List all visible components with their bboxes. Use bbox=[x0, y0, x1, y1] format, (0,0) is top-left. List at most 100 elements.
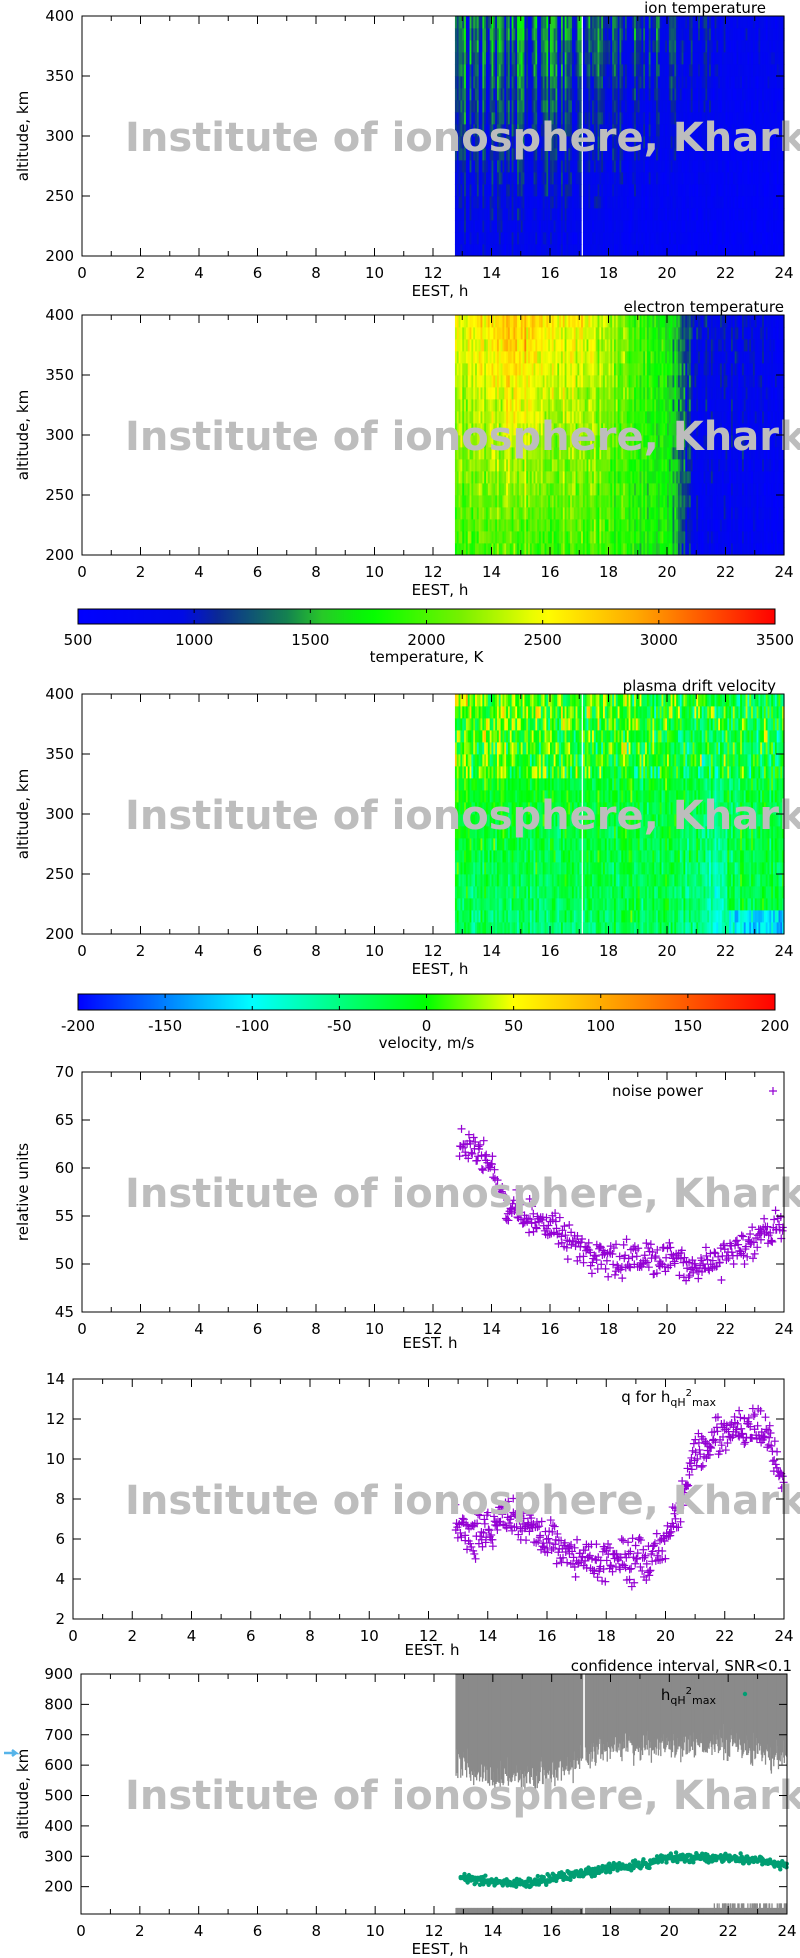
heatmap-cell bbox=[712, 232, 716, 245]
heatmap-cell bbox=[718, 196, 721, 209]
heatmap-cell bbox=[539, 232, 542, 245]
heatmap-cell bbox=[528, 471, 531, 484]
heatmap-cell bbox=[491, 351, 494, 364]
heatmap-cell bbox=[584, 112, 588, 125]
heatmap-cell bbox=[773, 16, 776, 29]
heatmap-cell bbox=[705, 112, 708, 125]
heatmap-cell bbox=[560, 148, 564, 161]
heatmap-cell bbox=[570, 160, 573, 173]
heatmap-cell bbox=[476, 399, 480, 412]
heatmap-cell bbox=[518, 483, 522, 496]
heatmap-cell bbox=[756, 172, 760, 185]
heatmap-cell bbox=[517, 244, 520, 257]
heatmap-cell bbox=[738, 40, 741, 53]
heatmap-cell bbox=[688, 52, 692, 65]
heatmap-cell bbox=[698, 160, 701, 173]
heatmap-cell bbox=[749, 76, 752, 89]
heatmap-cell bbox=[743, 160, 747, 173]
heatmap-cell bbox=[709, 64, 712, 77]
heatmap-cell bbox=[656, 88, 659, 101]
heatmap-cell bbox=[610, 76, 613, 89]
heatmap-cell bbox=[676, 160, 679, 173]
heatmap-cell bbox=[623, 172, 626, 185]
heatmap-cell bbox=[491, 148, 494, 161]
heatmap-cell bbox=[707, 208, 710, 221]
heatmap-cell bbox=[729, 220, 732, 233]
heatmap-cell bbox=[555, 160, 558, 173]
heatmap-cell bbox=[475, 339, 478, 352]
heatmap-cell bbox=[628, 112, 632, 125]
heatmap-cell bbox=[517, 531, 520, 544]
heatmap-cell bbox=[496, 543, 500, 556]
heatmap-cell bbox=[542, 196, 546, 209]
heatmap-cell bbox=[763, 100, 767, 113]
heatmap-cell bbox=[623, 124, 626, 137]
heatmap-cell bbox=[476, 435, 480, 448]
heatmap-cell bbox=[467, 100, 471, 113]
heatmap-cell bbox=[557, 244, 560, 257]
heatmap-cell bbox=[540, 64, 544, 77]
heatmap-cell bbox=[482, 375, 485, 388]
heatmap-cell bbox=[619, 232, 622, 245]
heatmap-cell bbox=[760, 244, 763, 257]
heatmap-cell bbox=[610, 184, 613, 197]
heatmap-cell bbox=[542, 40, 546, 53]
heatmap-cell bbox=[528, 387, 531, 400]
heatmap-cell bbox=[762, 40, 765, 53]
heatmap-cell bbox=[480, 339, 483, 352]
heatmap-cell bbox=[743, 64, 747, 77]
heatmap-cell bbox=[489, 435, 493, 448]
heatmap-cell bbox=[650, 220, 653, 233]
heatmap-cell bbox=[714, 16, 717, 29]
heatmap-cell bbox=[769, 196, 772, 209]
heatmap-cell bbox=[535, 184, 538, 197]
heatmap-cell bbox=[478, 40, 482, 53]
heatmap-cell bbox=[699, 184, 703, 197]
heatmap-cell bbox=[635, 52, 639, 65]
heatmap-cell bbox=[628, 28, 632, 41]
heatmap-cell bbox=[528, 435, 531, 448]
heatmap-cell bbox=[460, 52, 463, 65]
heatmap-cell bbox=[517, 184, 520, 197]
heatmap-cell bbox=[723, 40, 727, 53]
heatmap-cell bbox=[652, 76, 655, 89]
heatmap-cell bbox=[613, 148, 617, 161]
heatmap-cell bbox=[537, 136, 540, 149]
heatmap-cell bbox=[754, 28, 758, 41]
heatmap-cell bbox=[498, 184, 502, 197]
heatmap-cell bbox=[535, 435, 538, 448]
heatmap-cell bbox=[657, 28, 661, 41]
heatmap-cell bbox=[714, 160, 717, 173]
heatmap-cell bbox=[637, 16, 641, 29]
heatmap-cell bbox=[592, 124, 595, 137]
heatmap-cell bbox=[473, 64, 476, 77]
heatmap-cell bbox=[612, 208, 615, 221]
heatmap-cell bbox=[506, 447, 509, 460]
heatmap-cell bbox=[736, 16, 739, 29]
heatmap-cell bbox=[674, 160, 677, 173]
heatmap-cell bbox=[495, 447, 498, 460]
heatmap-cell bbox=[544, 519, 547, 532]
heatmap-cell bbox=[506, 16, 509, 29]
heatmap-cell bbox=[765, 136, 769, 149]
heatmap-cell bbox=[480, 519, 483, 532]
heatmap-cell bbox=[506, 519, 509, 532]
heatmap-cell bbox=[646, 52, 650, 65]
heatmap-cell bbox=[544, 459, 547, 472]
heatmap-cell bbox=[537, 447, 540, 460]
heatmap-cell bbox=[528, 459, 531, 472]
heatmap-cell bbox=[619, 136, 622, 149]
heatmap-cell bbox=[663, 76, 666, 89]
heatmap-cell bbox=[710, 124, 714, 137]
heatmap-cell bbox=[533, 148, 536, 161]
heatmap-cell bbox=[458, 411, 462, 424]
heatmap-cell bbox=[571, 184, 575, 197]
heatmap-cell bbox=[502, 184, 505, 197]
heatmap-cell bbox=[498, 220, 502, 233]
heatmap-cell bbox=[679, 100, 683, 113]
heatmap-cell bbox=[690, 232, 694, 245]
heatmap-cell bbox=[548, 148, 551, 161]
heatmap-cell bbox=[754, 148, 758, 161]
heatmap-cell bbox=[632, 52, 635, 65]
heatmap-cell bbox=[533, 196, 536, 209]
